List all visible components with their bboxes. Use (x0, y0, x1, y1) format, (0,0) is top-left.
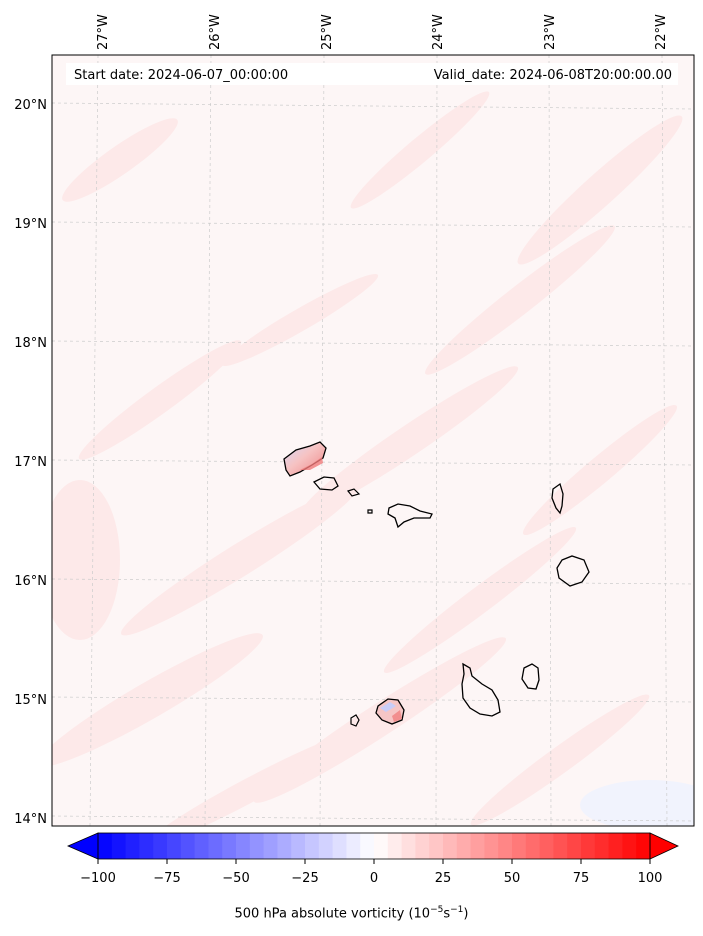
lat-labels: 20°N 19°N 18°N 17°N 16°N 15°N 14°N (14, 98, 47, 827)
colorbar-segment (429, 833, 444, 859)
colorbar-label-mid: s (443, 906, 451, 922)
island-fogo (375, 698, 405, 725)
colorbar-segment (608, 833, 623, 859)
colorbar-label-prefix: 500 hPa absolute vorticity (10 (234, 906, 431, 922)
lat-label: 15°N (14, 693, 47, 708)
colorbar-segment (263, 833, 278, 859)
colorbar-segment (594, 833, 609, 859)
colorbar-segment (305, 833, 320, 859)
colorbar-segment (332, 833, 347, 859)
colorbar-segment (153, 833, 168, 859)
colorbar-segment (567, 833, 582, 859)
colorbar-segment (208, 833, 223, 859)
colorbar-segment (139, 833, 154, 859)
colorbar-segment (498, 833, 513, 859)
lat-label: 18°N (14, 336, 47, 351)
island-boa-vista (556, 555, 590, 587)
lat-label: 16°N (14, 574, 47, 589)
negative-patch (580, 780, 694, 826)
colorbar-segment (236, 833, 251, 859)
island-maio (521, 663, 540, 690)
colorbar-label-exp2: −1 (450, 905, 464, 915)
colorbar-segment (581, 833, 596, 859)
colorbar-segment (622, 833, 637, 859)
vorticity-field: Start date: 2024-06-07_00:00:00 Valid_da… (52, 55, 694, 826)
colorbar-label-exp1: −5 (430, 905, 444, 915)
colorbar-segment (512, 833, 527, 859)
island-santo-antao (283, 441, 327, 477)
colorbar-tick-label: 100 (638, 871, 663, 886)
island-sal (551, 482, 564, 515)
colorbar-segment (98, 833, 113, 859)
map-frame (51, 54, 695, 827)
colorbar-segment (456, 833, 471, 859)
colorbar-segments (98, 833, 651, 859)
lon-label: 25°W (320, 14, 335, 50)
graticule (52, 55, 694, 826)
colorbar-segment (249, 833, 264, 859)
lat-label: 20°N (14, 98, 47, 113)
island-santa-luzia (346, 488, 361, 497)
island-sao-vicente (312, 476, 339, 491)
colorbar-segment (470, 833, 485, 859)
colorbar-segment (194, 833, 209, 859)
colorbar-segment (636, 833, 651, 859)
colorbar-segment (484, 833, 499, 859)
valid-date-text: Valid_date: 2024-06-08T20:00:00.00 (434, 68, 672, 83)
lon-label: 24°W (431, 14, 446, 50)
lat-label: 17°N (14, 455, 47, 470)
header-box (66, 63, 678, 85)
colorbar-ticks (97, 859, 651, 864)
colorbar-segment (374, 833, 389, 859)
colorbar-tick-label: −100 (80, 871, 116, 886)
lon-label: 22°W (654, 14, 669, 50)
colorbar-segment (553, 833, 568, 859)
colorbar-segment (111, 833, 126, 859)
island-santiago (461, 662, 501, 717)
colorbar-extend-min (66, 832, 99, 860)
colorbar-tick-label: −50 (222, 871, 249, 886)
colorbar-tick-label: 0 (370, 871, 378, 886)
colorbar-segment (167, 833, 182, 859)
island-branco (367, 509, 373, 514)
colorbar-segment (415, 833, 430, 859)
colorbar-segment (125, 833, 140, 859)
island-sao-nicolau (387, 503, 433, 529)
colorbar-segment (291, 833, 306, 859)
colorbar-segment (180, 833, 195, 859)
lat-label: 14°N (14, 812, 47, 827)
island-brava (350, 714, 360, 727)
colorbar-segment (401, 833, 416, 859)
colorbar-segment (443, 833, 458, 859)
colorbar-label: 500 hPa absolute vorticity (10−5s−1) (0, 905, 703, 921)
colorbar-segment (539, 833, 554, 859)
colorbar-extend-max (649, 832, 679, 860)
colorbar-segment (525, 833, 540, 859)
colorbar-tick-label: −25 (291, 871, 318, 886)
lon-label: 27°W (96, 14, 111, 50)
lat-label: 19°N (14, 217, 47, 232)
lon-label: 26°W (208, 14, 223, 50)
colorbar-segment (346, 833, 361, 859)
colorbar-segment (222, 833, 237, 859)
colorbar-label-suffix: ) (463, 906, 469, 922)
colorbar-tick-label: 75 (573, 871, 590, 886)
colorbar-segment (360, 833, 375, 859)
lon-label: 23°W (543, 14, 558, 50)
colorbar-segment (318, 833, 333, 859)
colorbar-segment (387, 833, 402, 859)
start-date-text: Start date: 2024-06-07_00:00:00 (74, 68, 288, 83)
lon-labels: 27°W 26°W 25°W 24°W 23°W 22°W (96, 14, 669, 50)
colorbar-tick-label: 25 (435, 871, 452, 886)
colorbar: −100 −75 −50 −25 0 25 50 75 100 (66, 832, 679, 886)
colorbar-tick-label: −75 (153, 871, 180, 886)
colorbar-tick-label: 50 (504, 871, 521, 886)
colorbar-segment (277, 833, 292, 859)
